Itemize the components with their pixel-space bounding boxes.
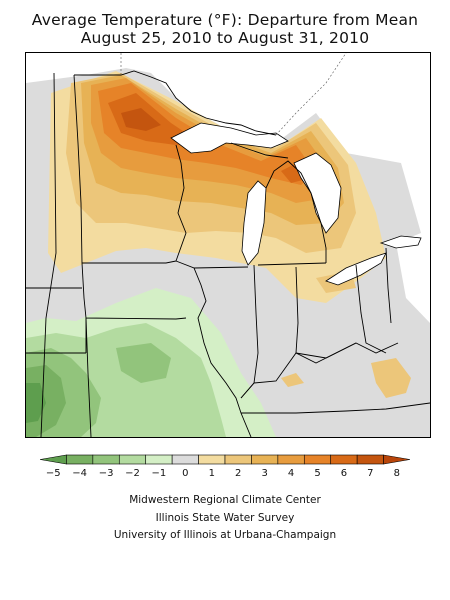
legend-swatch — [303, 454, 332, 465]
legend-tick-label: −1 — [152, 468, 167, 479]
state-borders — [26, 70, 430, 437]
anomaly-zone-6 — [108, 93, 201, 145]
legend-swatch — [251, 454, 279, 465]
legend-swatch — [277, 454, 305, 465]
legend-swatch — [40, 454, 67, 465]
map-date-range: August 25, 2010 to August 31, 2010 — [80, 29, 370, 47]
legend-tick-label: 6 — [341, 468, 347, 479]
legend-tick-label: 7 — [367, 468, 373, 479]
legend-tick-label: 0 — [182, 468, 188, 479]
color-scale-legend: −5 −4 −3 −2 −1 0 1 2 3 4 5 6 7 8 — [40, 454, 410, 479]
legend-swatch — [383, 454, 410, 465]
legend-swatch — [118, 454, 147, 465]
lake-ontario — [379, 235, 422, 249]
legend-tick-label: 2 — [235, 468, 241, 479]
legend-tick-label: −2 — [125, 468, 140, 479]
anomaly-zone-minus5 — [26, 383, 46, 423]
anomaly-patch-indiana — [281, 373, 304, 387]
lake-superior — [170, 122, 289, 154]
anomaly-zone-7 — [121, 108, 161, 131]
legend-swatch — [171, 454, 199, 465]
legend-tick-label: −4 — [72, 468, 87, 479]
canada-no-data — [26, 53, 430, 323]
legend-swatch — [145, 454, 173, 465]
anomaly-patch-kentucky — [371, 358, 411, 398]
temperature-departure-map — [26, 53, 430, 437]
legend-tick-label: 5 — [314, 468, 320, 479]
legend-swatch — [356, 454, 384, 465]
legend-tick-label: 4 — [288, 468, 294, 479]
map-title: Average Temperature (°F): Departure from… — [31, 11, 419, 29]
lake-michigan — [241, 180, 267, 266]
legend-swatch — [198, 454, 226, 465]
map-panel — [25, 52, 431, 438]
credit-line-mrcc: Midwestern Regional Climate Center — [129, 494, 321, 506]
legend-tick-label: −5 — [46, 468, 61, 479]
legend-swatch — [330, 454, 358, 465]
legend-tick-label: 1 — [209, 468, 215, 479]
legend-tick-label: −3 — [99, 468, 114, 479]
legend-tick-label: 8 — [394, 468, 400, 479]
legend-swatch — [224, 454, 252, 465]
credit-line-uiuc: University of Illinois at Urbana-Champai… — [113, 529, 337, 541]
legend-swatch — [92, 454, 120, 465]
legend-swatch — [66, 454, 94, 465]
credit-line-isws: Illinois State Water Survey — [155, 512, 295, 524]
lake-huron — [293, 152, 342, 234]
anomaly-zone-minus3b — [116, 343, 171, 383]
legend-tick-label: 3 — [261, 468, 267, 479]
